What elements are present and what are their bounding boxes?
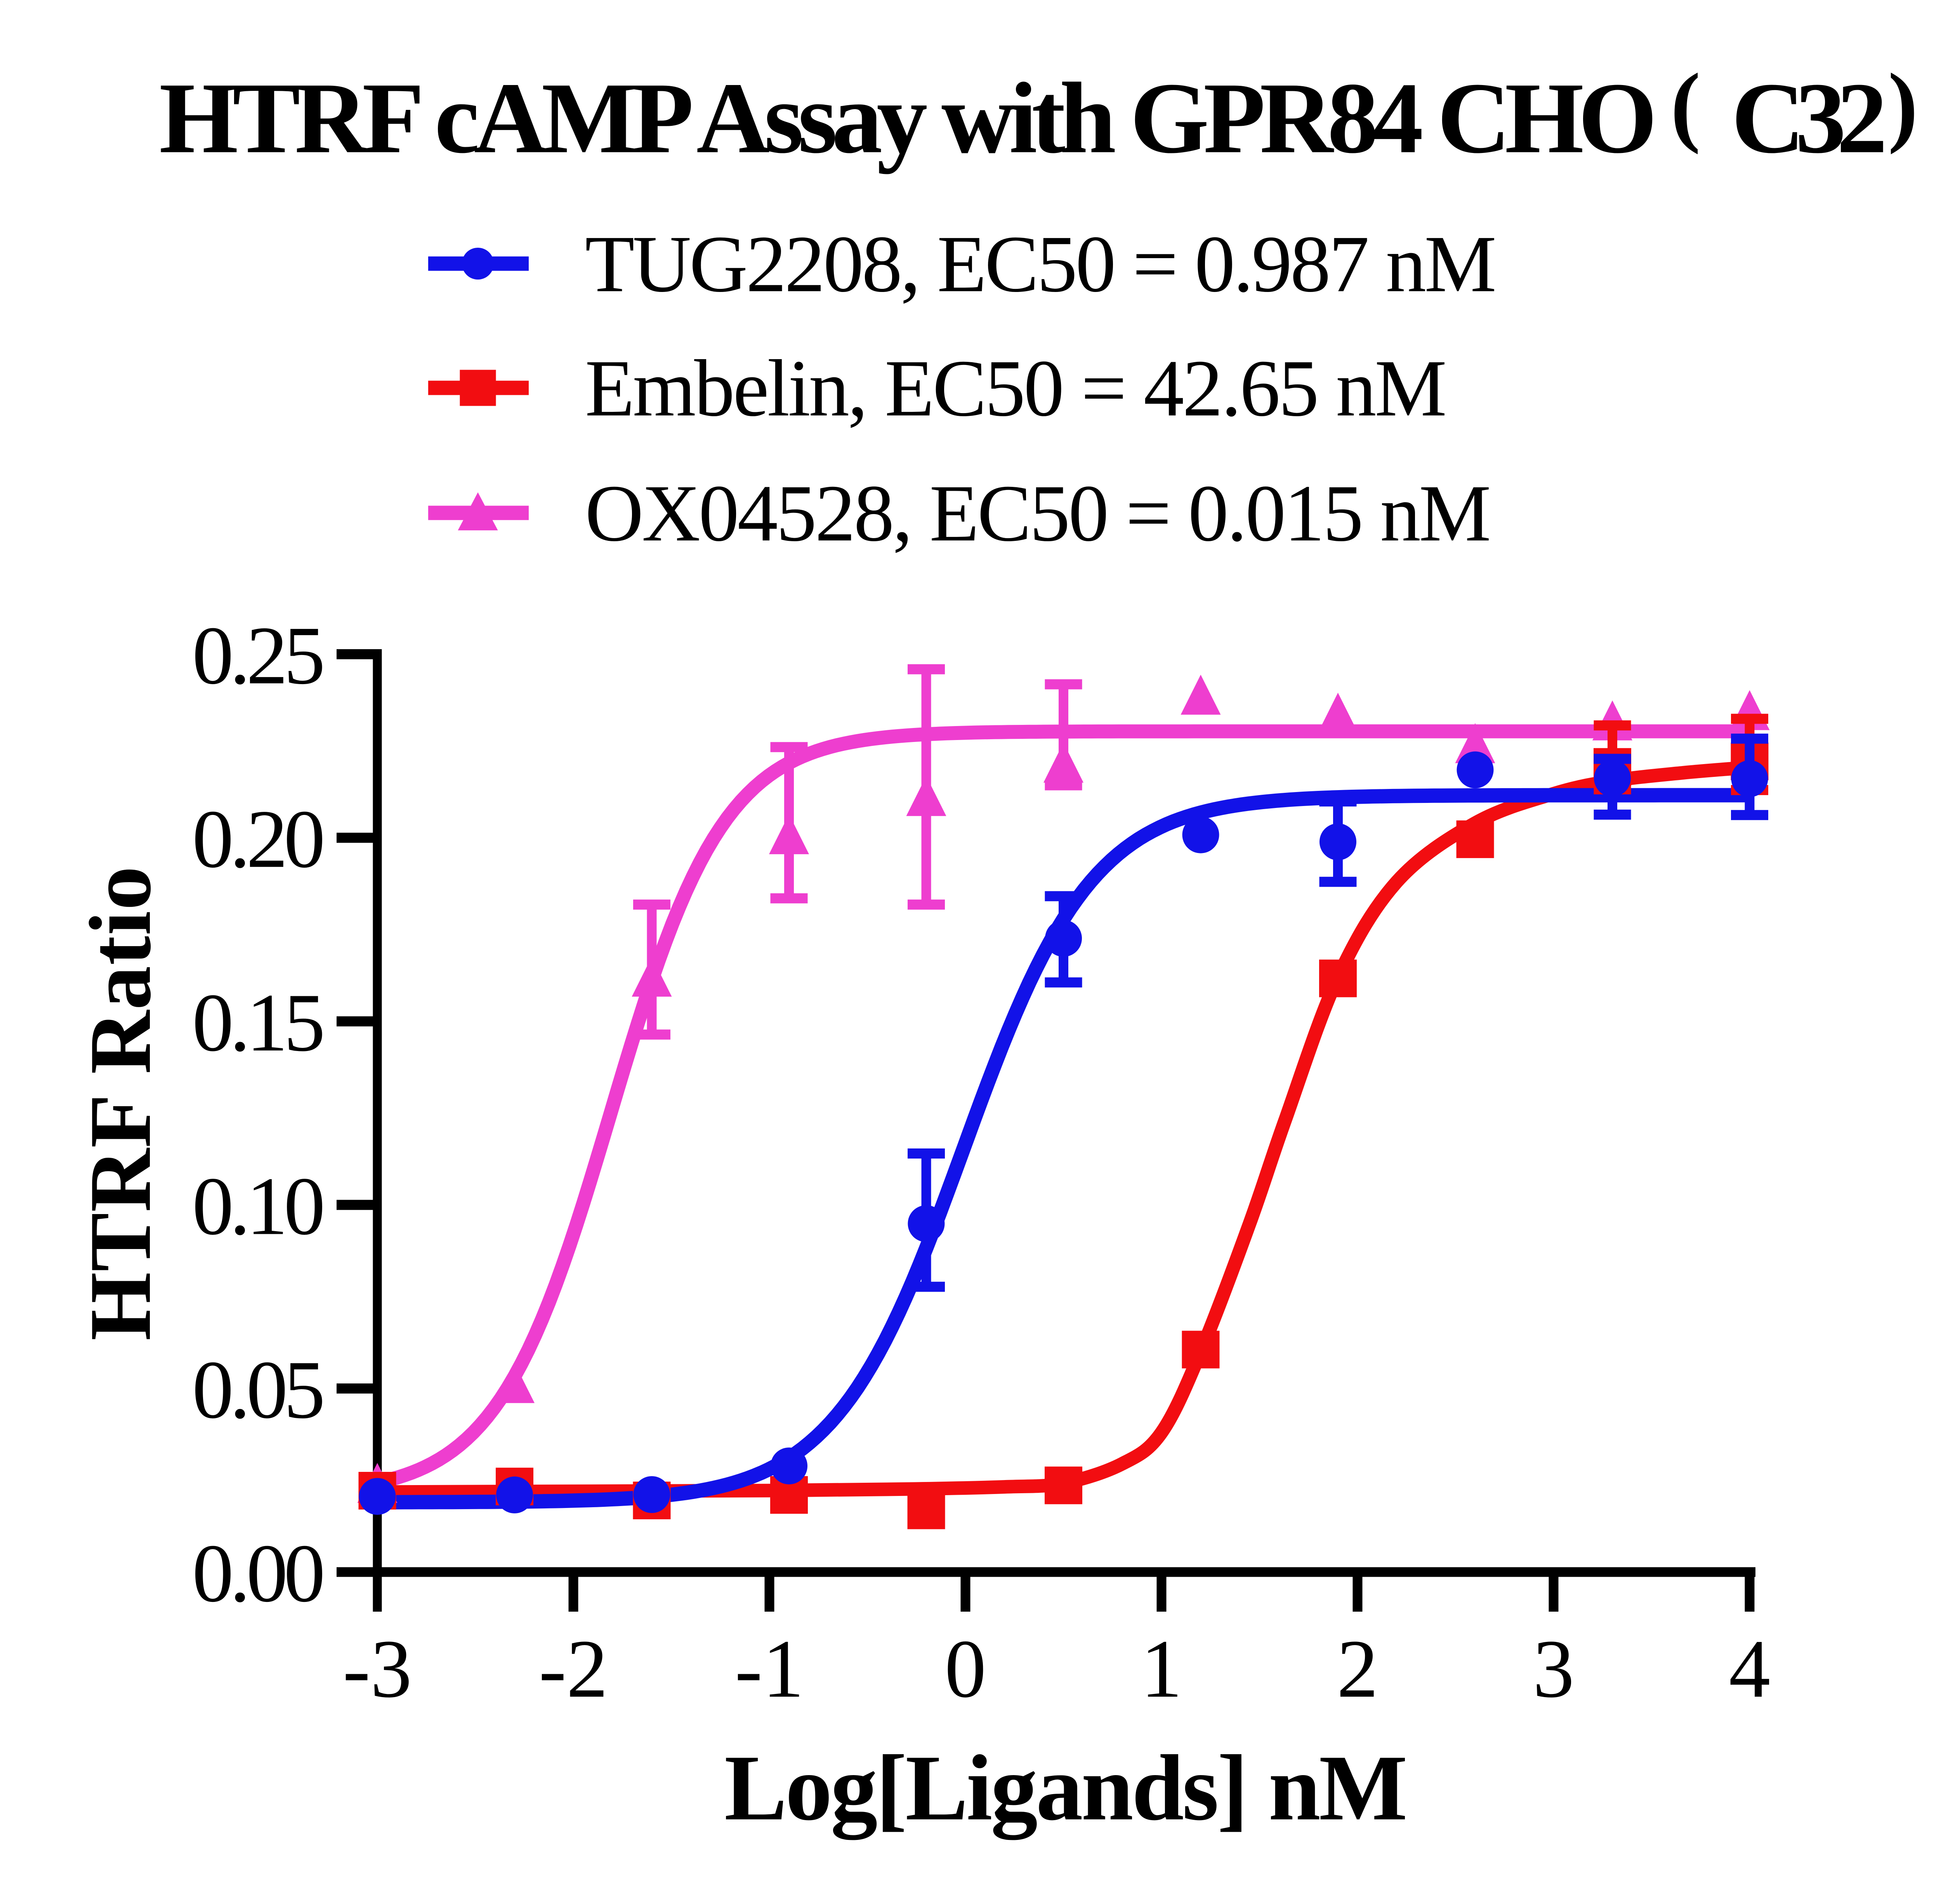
- svg-text:0.25: 0.25: [192, 610, 325, 702]
- svg-text:-1: -1: [735, 1623, 804, 1715]
- svg-text:HTRF Ratio: HTRF Ratio: [72, 866, 169, 1341]
- svg-text:): ): [1888, 55, 1918, 155]
- svg-text:-3: -3: [343, 1623, 412, 1715]
- svg-text:1: 1: [1141, 1623, 1182, 1715]
- svg-text:0.20: 0.20: [192, 793, 325, 885]
- svg-text:0.05: 0.05: [192, 1344, 325, 1436]
- svg-text:2: 2: [1337, 1623, 1378, 1715]
- svg-text:Embelin, EC50 = 42.65 nM: Embelin, EC50 = 42.65 nM: [585, 344, 1447, 433]
- svg-text:3: 3: [1533, 1623, 1575, 1715]
- svg-text:(: (: [1670, 55, 1700, 155]
- svg-text:0.10: 0.10: [192, 1160, 325, 1252]
- svg-text:0.00: 0.00: [192, 1527, 325, 1619]
- svg-text:0.15: 0.15: [192, 977, 325, 1069]
- svg-text:0: 0: [945, 1623, 986, 1715]
- svg-text:C32: C32: [1731, 62, 1887, 174]
- svg-text:-2: -2: [539, 1623, 608, 1715]
- svg-text:4: 4: [1729, 1623, 1771, 1715]
- svg-text:HTRF cAMP Assay with GPR84 CHO: HTRF cAMP Assay with GPR84 CHO: [159, 62, 1657, 174]
- svg-text:TUG2208, EC50 = 0.987 nM: TUG2208, EC50 = 0.987 nM: [585, 219, 1497, 309]
- svg-text:OX04528, EC50 = 0.015 nM: OX04528, EC50 = 0.015 nM: [585, 469, 1491, 558]
- svg-text:Log[Ligands] nM: Log[Ligands] nM: [724, 1736, 1408, 1840]
